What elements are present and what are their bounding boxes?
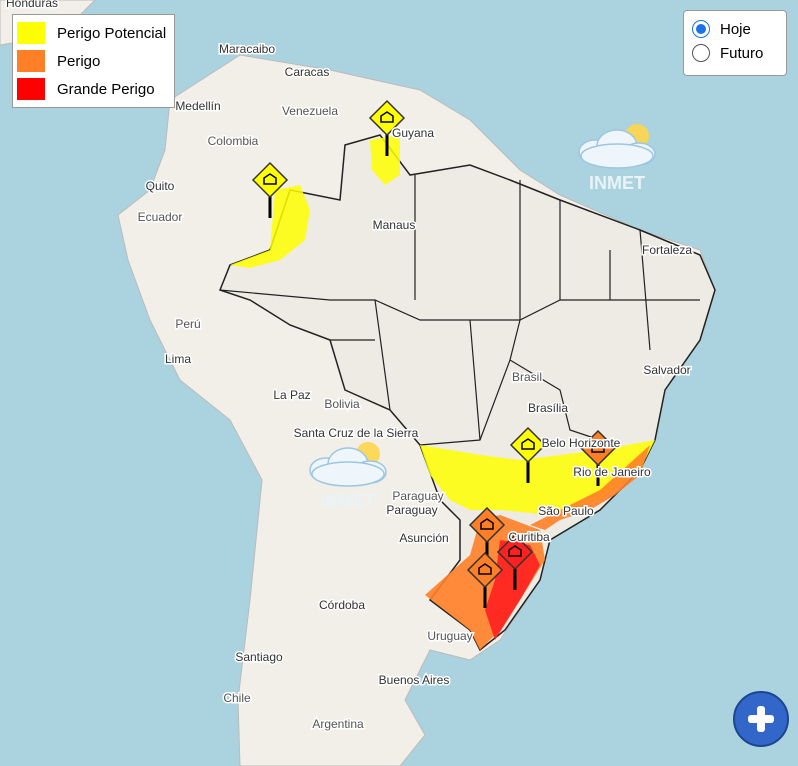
city-label: Asunción: [399, 531, 448, 545]
city-label: Quito: [146, 179, 175, 193]
city-label: Fortaleza: [642, 243, 692, 257]
city-label: Curitiba: [508, 530, 550, 544]
radio-option[interactable]: Hoje: [692, 17, 786, 41]
icon-glyph: [480, 518, 494, 530]
city-label: Caracas: [285, 65, 330, 79]
country-label: Bolivia: [324, 397, 360, 411]
logo-cloud: [311, 461, 385, 487]
legend-label: Perigo Potencial: [57, 24, 167, 42]
country-label: Chile: [223, 691, 251, 705]
radio-label: Hoje: [720, 20, 751, 38]
icon-glyph: [591, 441, 605, 453]
legend-swatch: [17, 50, 45, 72]
warning-icon: [509, 426, 547, 464]
warning-icon: [466, 551, 504, 589]
country-label: Ecuador: [138, 210, 183, 224]
city-label: Rio de Janeiro: [573, 465, 651, 479]
country-label: Brasil: [512, 370, 542, 384]
city-label: Buenos Aires: [379, 673, 450, 687]
warning-icons: [251, 99, 617, 608]
legend-item: Grande Perigo: [17, 75, 166, 103]
view-selector: Hoje Futuro: [683, 10, 787, 76]
legend-label: Perigo: [57, 52, 101, 70]
city-label: Maracaibo: [219, 42, 275, 56]
legend-swatch: [17, 78, 45, 100]
city-label: Guyana: [392, 126, 434, 140]
state-borders: [219, 175, 700, 446]
country-label: Colombia: [208, 134, 259, 148]
city-label: São Paulo: [538, 504, 594, 518]
radio-button: [692, 44, 710, 62]
city-label: Santa Cruz de la Sierra: [294, 426, 419, 440]
icon-glyph: [521, 438, 535, 450]
radio-label: Futuro: [720, 44, 764, 62]
warning-icon: [468, 506, 506, 544]
city-label: La Paz: [273, 388, 310, 402]
legend: Perigo Potencial Perigo Grande Perigo: [12, 14, 176, 108]
city-label: Brasília: [528, 401, 568, 415]
logo-text: INMET: [589, 173, 645, 193]
alert-areas: [230, 135, 655, 650]
legend-item: Perigo: [17, 47, 166, 75]
legend-swatch: [17, 22, 45, 44]
city-label: Manaus: [373, 218, 416, 232]
place-labels: Honduras Maracaibo Caracas Medellín Venezuel…: [4, 0, 693, 733]
radio-option[interactable]: Futuro: [692, 41, 786, 65]
city-label: Honduras: [6, 0, 58, 10]
city-label: Medellín: [175, 99, 220, 113]
logos: INMET INMET: [309, 124, 656, 511]
country-label: Venezuela: [282, 104, 338, 118]
city-label: Lima: [165, 352, 191, 366]
country-label: Uruguay: [427, 629, 472, 643]
zoom-plus-button[interactable]: [733, 691, 789, 747]
warning-icon: [251, 161, 289, 199]
icon-glyph: [380, 111, 394, 123]
country-label: Paraguay: [392, 489, 443, 503]
radio-button: [692, 20, 710, 38]
icon-glyph: [478, 563, 492, 575]
legend-item: Perigo Potencial: [17, 19, 166, 47]
logo-text: INMET: [320, 491, 376, 511]
city-label: Santiago: [235, 650, 283, 664]
city-label: Paraguay: [386, 503, 437, 517]
legend-label: Grande Perigo: [57, 80, 155, 98]
city-label: Córdoba: [319, 598, 365, 612]
icon-glyph: [508, 545, 522, 557]
country-label: Perú: [175, 317, 200, 331]
warning-icon: [368, 99, 406, 137]
warning-icon: [496, 533, 534, 571]
city-label: Salvador: [643, 363, 690, 377]
logo-cloud: [580, 143, 654, 169]
warning-icon: [579, 429, 617, 467]
city-label: Belo Horizonte: [542, 436, 621, 450]
icon-glyph: [263, 173, 277, 185]
country-label: Argentina: [312, 717, 364, 731]
